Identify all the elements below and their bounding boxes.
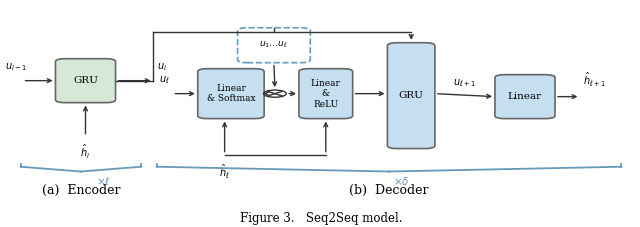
Text: GRU: GRU <box>73 76 98 85</box>
FancyBboxPatch shape <box>56 59 116 103</box>
Text: $\times\ell$: $\times\ell$ <box>96 175 110 187</box>
Text: $u_\ell$: $u_\ell$ <box>159 74 170 86</box>
Text: Linear: Linear <box>508 92 542 101</box>
Text: $\hat{h}_{\ell+1}$: $\hat{h}_{\ell+1}$ <box>584 71 607 89</box>
Text: $u_{i-1}$: $u_{i-1}$ <box>5 61 28 73</box>
Text: Figure 3.   Seq2Seq model.: Figure 3. Seq2Seq model. <box>240 212 403 225</box>
FancyBboxPatch shape <box>495 75 555 118</box>
Text: $\hat{h}_i$: $\hat{h}_i$ <box>81 143 91 160</box>
Text: (a)  Encoder: (a) Encoder <box>42 183 120 197</box>
FancyBboxPatch shape <box>299 69 353 118</box>
Text: $\hat{h}_\ell$: $\hat{h}_\ell$ <box>220 163 230 180</box>
Text: Linear
& Softmax: Linear & Softmax <box>207 84 255 103</box>
FancyBboxPatch shape <box>387 43 435 148</box>
FancyBboxPatch shape <box>198 69 264 118</box>
Text: $u_{\ell+1}$: $u_{\ell+1}$ <box>453 77 476 89</box>
Text: $\times\delta$: $\times\delta$ <box>394 175 410 187</box>
Text: (b)  Decoder: (b) Decoder <box>349 183 429 197</box>
Text: $u_1\ldots u_\ell$: $u_1\ldots u_\ell$ <box>259 40 289 50</box>
Text: GRU: GRU <box>399 91 424 100</box>
Text: $u_i$: $u_i$ <box>157 61 166 73</box>
Text: Linear
&
ReLU: Linear & ReLU <box>311 79 340 109</box>
FancyBboxPatch shape <box>237 28 310 63</box>
